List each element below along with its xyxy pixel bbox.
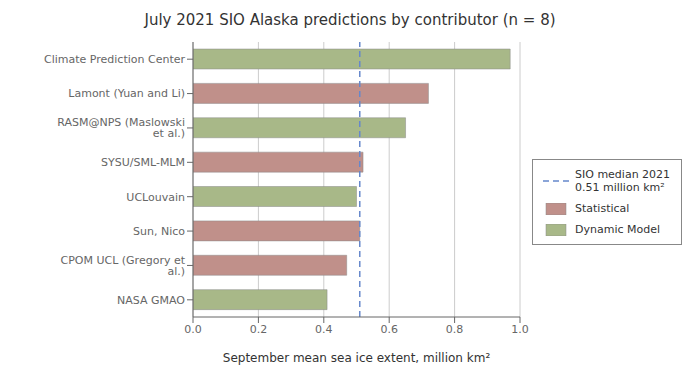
svg-text:CPOM UCL (Gregory etal.): CPOM UCL (Gregory etal.) [60, 254, 185, 278]
svg-text:0.0: 0.0 [184, 323, 202, 336]
svg-text:September mean sea ice extent,: September mean sea ice extent, million k… [223, 351, 491, 365]
html-text:July 2021 SIO Alaska predictio: July 2021 SIO Alaska predictions by cont… [144, 11, 556, 29]
svg-text:Climate Prediction Center: Climate Prediction Center [44, 53, 185, 66]
html-text:Statistical: Statistical [575, 202, 630, 215]
svg-text:RASM@NPS (Maslowskiet al.): RASM@NPS (Maslowskiet al.) [57, 116, 185, 140]
svg-text:0.4: 0.4 [315, 323, 333, 336]
svg-text:UCLouvain: UCLouvain [126, 191, 185, 204]
svg-text:0.8: 0.8 [446, 323, 464, 336]
svg-text:NASA GMAO: NASA GMAO [117, 294, 185, 307]
svg-text:0.2: 0.2 [250, 323, 268, 336]
html-text:SIO median 2021 0.51 million k: SIO median 2021 0.51 million km² [575, 168, 671, 194]
svg-text:1.0: 1.0 [511, 323, 529, 336]
html-text:Dynamic Model: Dynamic Model [575, 223, 660, 236]
svg-text:0.6: 0.6 [380, 323, 398, 336]
svg-text:SYSU/SML-MLM: SYSU/SML-MLM [101, 156, 185, 169]
svg-text:Lamont (Yuan and Li): Lamont (Yuan and Li) [68, 87, 185, 100]
svg-text:Sun, Nico: Sun, Nico [133, 225, 185, 238]
